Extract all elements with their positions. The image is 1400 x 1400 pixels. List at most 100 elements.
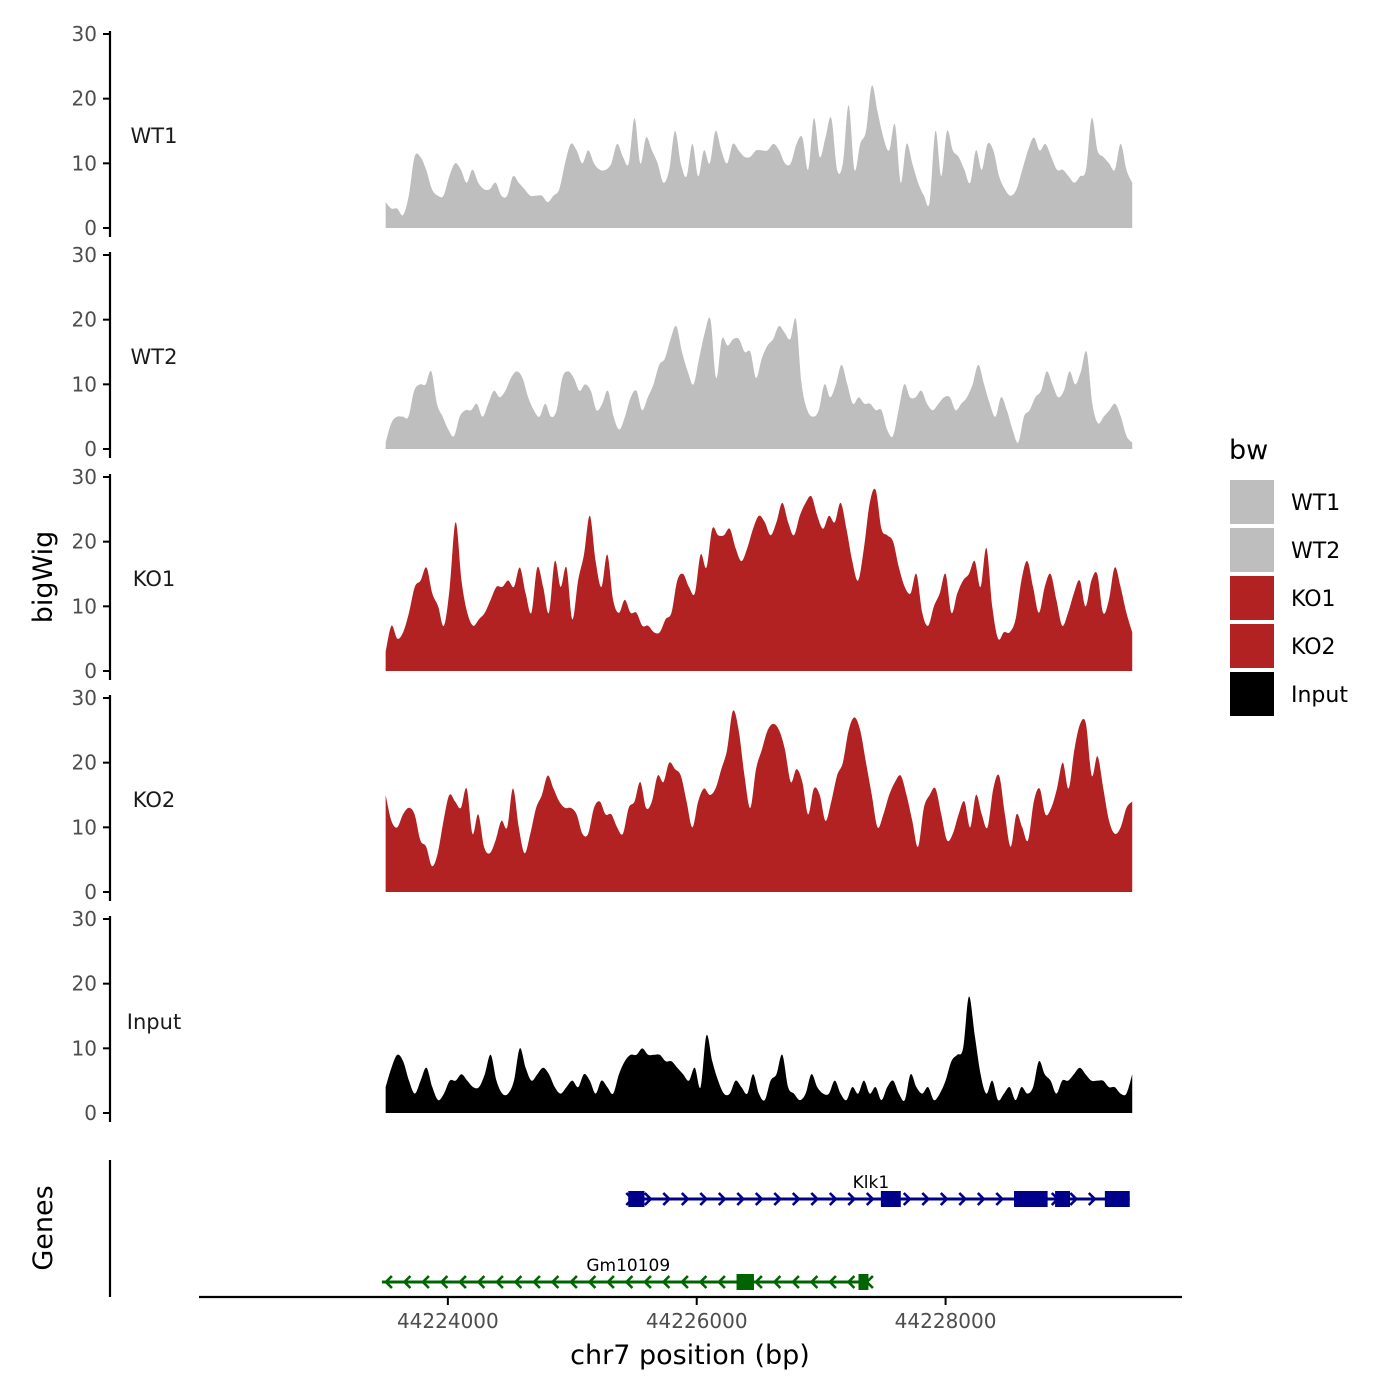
exon-block — [1104, 1191, 1130, 1207]
strand-arrow-left — [698, 1275, 708, 1289]
strand-arrow-left — [846, 1275, 856, 1289]
strand-arrow-right — [847, 1192, 857, 1206]
y-tick-label: 10 — [72, 815, 97, 839]
track-input: 0 10 20 30 Input — [72, 907, 1133, 1125]
strand-arrow-right — [995, 1192, 1005, 1206]
legend-key-wt1 — [1230, 480, 1274, 524]
input-y-ticks: 0 10 20 30 — [72, 907, 110, 1125]
strand-arrow-left — [717, 1275, 726, 1289]
strand-arrow-right — [791, 1192, 801, 1206]
x-tick-label: 44228000 — [895, 1309, 997, 1333]
legend-key-ko1 — [1230, 576, 1274, 620]
strand-arrow-right — [1087, 1192, 1097, 1206]
strand-arrow-right — [662, 1192, 672, 1206]
y-tick-label: 20 — [72, 751, 97, 775]
gene-gm10109: Gm10109 — [381, 1256, 874, 1290]
strand-arrow-left — [754, 1275, 763, 1289]
legend-label-wt2: WT2 — [1291, 539, 1340, 564]
input-signal-area — [385, 996, 1133, 1113]
legend-label-ko1: KO1 — [1291, 587, 1336, 612]
strand-arrow-right — [680, 1192, 690, 1206]
y-tick-label: 30 — [72, 907, 97, 931]
ko2-signal-area — [385, 710, 1133, 892]
legend: bw WT1 WT2 KO1 KO2 Input — [1229, 435, 1348, 716]
legend-item-input: Input — [1230, 672, 1348, 716]
track-ko1: 0 10 20 30 KO1 — [72, 465, 1133, 683]
track-wt2: 0 10 20 30 WT2 — [72, 243, 1133, 461]
strand-arrow-left — [476, 1275, 486, 1289]
strand-arrow-left — [624, 1275, 634, 1289]
strand-arrow-left — [661, 1275, 671, 1289]
strand-arrow-left — [384, 1275, 393, 1289]
ko1-y-ticks: 0 10 20 30 — [72, 465, 110, 683]
strand-arrow-right — [976, 1192, 986, 1206]
ko2-y-ticks: 0 10 20 30 — [72, 686, 110, 904]
gm10109-strand-arrows — [384, 1275, 874, 1289]
gene-klk1: Klk1 — [625, 1173, 1130, 1207]
y-tick-label: 30 — [72, 465, 97, 489]
gm10109-gene-label: Gm10109 — [586, 1256, 670, 1276]
strand-arrow-right — [754, 1192, 764, 1206]
legend-item-ko1: KO1 — [1230, 576, 1336, 620]
y-tick-label: 10 — [72, 1036, 97, 1060]
track-ko2: 0 10 20 30 KO2 — [72, 686, 1133, 904]
x-tick-44228000: 44228000 — [895, 1297, 997, 1333]
strand-arrow-right — [717, 1192, 727, 1206]
strand-arrow-left — [550, 1275, 560, 1289]
strand-arrow-right — [828, 1192, 838, 1206]
wt2-track-label: WT2 — [131, 345, 178, 369]
y-tick-label: 10 — [72, 372, 97, 396]
gm10109-exons — [736, 1274, 869, 1290]
input-track-label: Input — [127, 1010, 181, 1034]
exon-block — [1055, 1191, 1071, 1207]
legend-item-ko2: KO2 — [1230, 624, 1336, 668]
x-axis-title: chr7 position (bp) — [570, 1340, 810, 1371]
y-tick-label: 0 — [84, 880, 97, 904]
strand-arrow-right — [902, 1192, 912, 1206]
legend-title: bw — [1229, 435, 1268, 466]
strand-arrow-left — [680, 1275, 689, 1289]
y-tick-label: 0 — [84, 1101, 97, 1125]
strand-arrow-left — [402, 1275, 412, 1289]
y-tick-label: 20 — [72, 972, 97, 996]
exon-block — [858, 1274, 869, 1290]
strand-arrow-right — [958, 1192, 968, 1206]
strand-arrow-left — [458, 1275, 467, 1289]
strand-arrow-right — [736, 1192, 746, 1206]
legend-item-wt1: WT1 — [1230, 480, 1340, 524]
strand-arrow-left — [772, 1275, 782, 1289]
y-tick-label: 0 — [84, 437, 97, 461]
y-tick-label: 0 — [84, 216, 97, 240]
x-tick-44224000: 44224000 — [397, 1297, 499, 1333]
y-tick-label: 20 — [72, 530, 97, 554]
wt1-y-ticks: 0 10 20 30 — [72, 22, 110, 240]
strand-arrow-left — [587, 1275, 597, 1289]
y-tick-label: 10 — [72, 151, 97, 175]
strand-arrow-right — [921, 1192, 931, 1206]
strand-arrow-left — [513, 1275, 523, 1289]
strand-arrow-left — [532, 1275, 541, 1289]
legend-label-input: Input — [1291, 683, 1348, 708]
legend-item-wt2: WT2 — [1230, 528, 1340, 572]
strand-arrow-right — [865, 1192, 875, 1206]
strand-arrow-left — [828, 1275, 837, 1289]
wt1-signal-area — [385, 85, 1133, 228]
exon-block — [736, 1274, 754, 1290]
x-tick-label: 44226000 — [646, 1309, 748, 1333]
x-axis: 44224000 44226000 44228000 chr7 position… — [199, 1295, 1182, 1371]
strand-arrow-left — [421, 1275, 430, 1289]
genes-panel: Genes Klk1 Gm10109 — [28, 1160, 1130, 1297]
legend-label-ko2: KO2 — [1291, 635, 1336, 660]
ko1-track-label: KO1 — [133, 567, 176, 591]
strand-arrow-left — [643, 1275, 652, 1289]
ko2-track-label: KO2 — [133, 788, 176, 812]
y-tick-label: 30 — [72, 243, 97, 267]
y-tick-label: 20 — [72, 308, 97, 332]
y-tick-label: 20 — [72, 87, 97, 111]
y-tick-label: 30 — [72, 22, 97, 46]
strand-arrow-left — [809, 1275, 819, 1289]
x-tick-label: 44224000 — [397, 1309, 499, 1333]
strand-arrow-right — [643, 1192, 653, 1206]
track-wt1: 0 10 20 30 WT1 — [72, 22, 1133, 240]
